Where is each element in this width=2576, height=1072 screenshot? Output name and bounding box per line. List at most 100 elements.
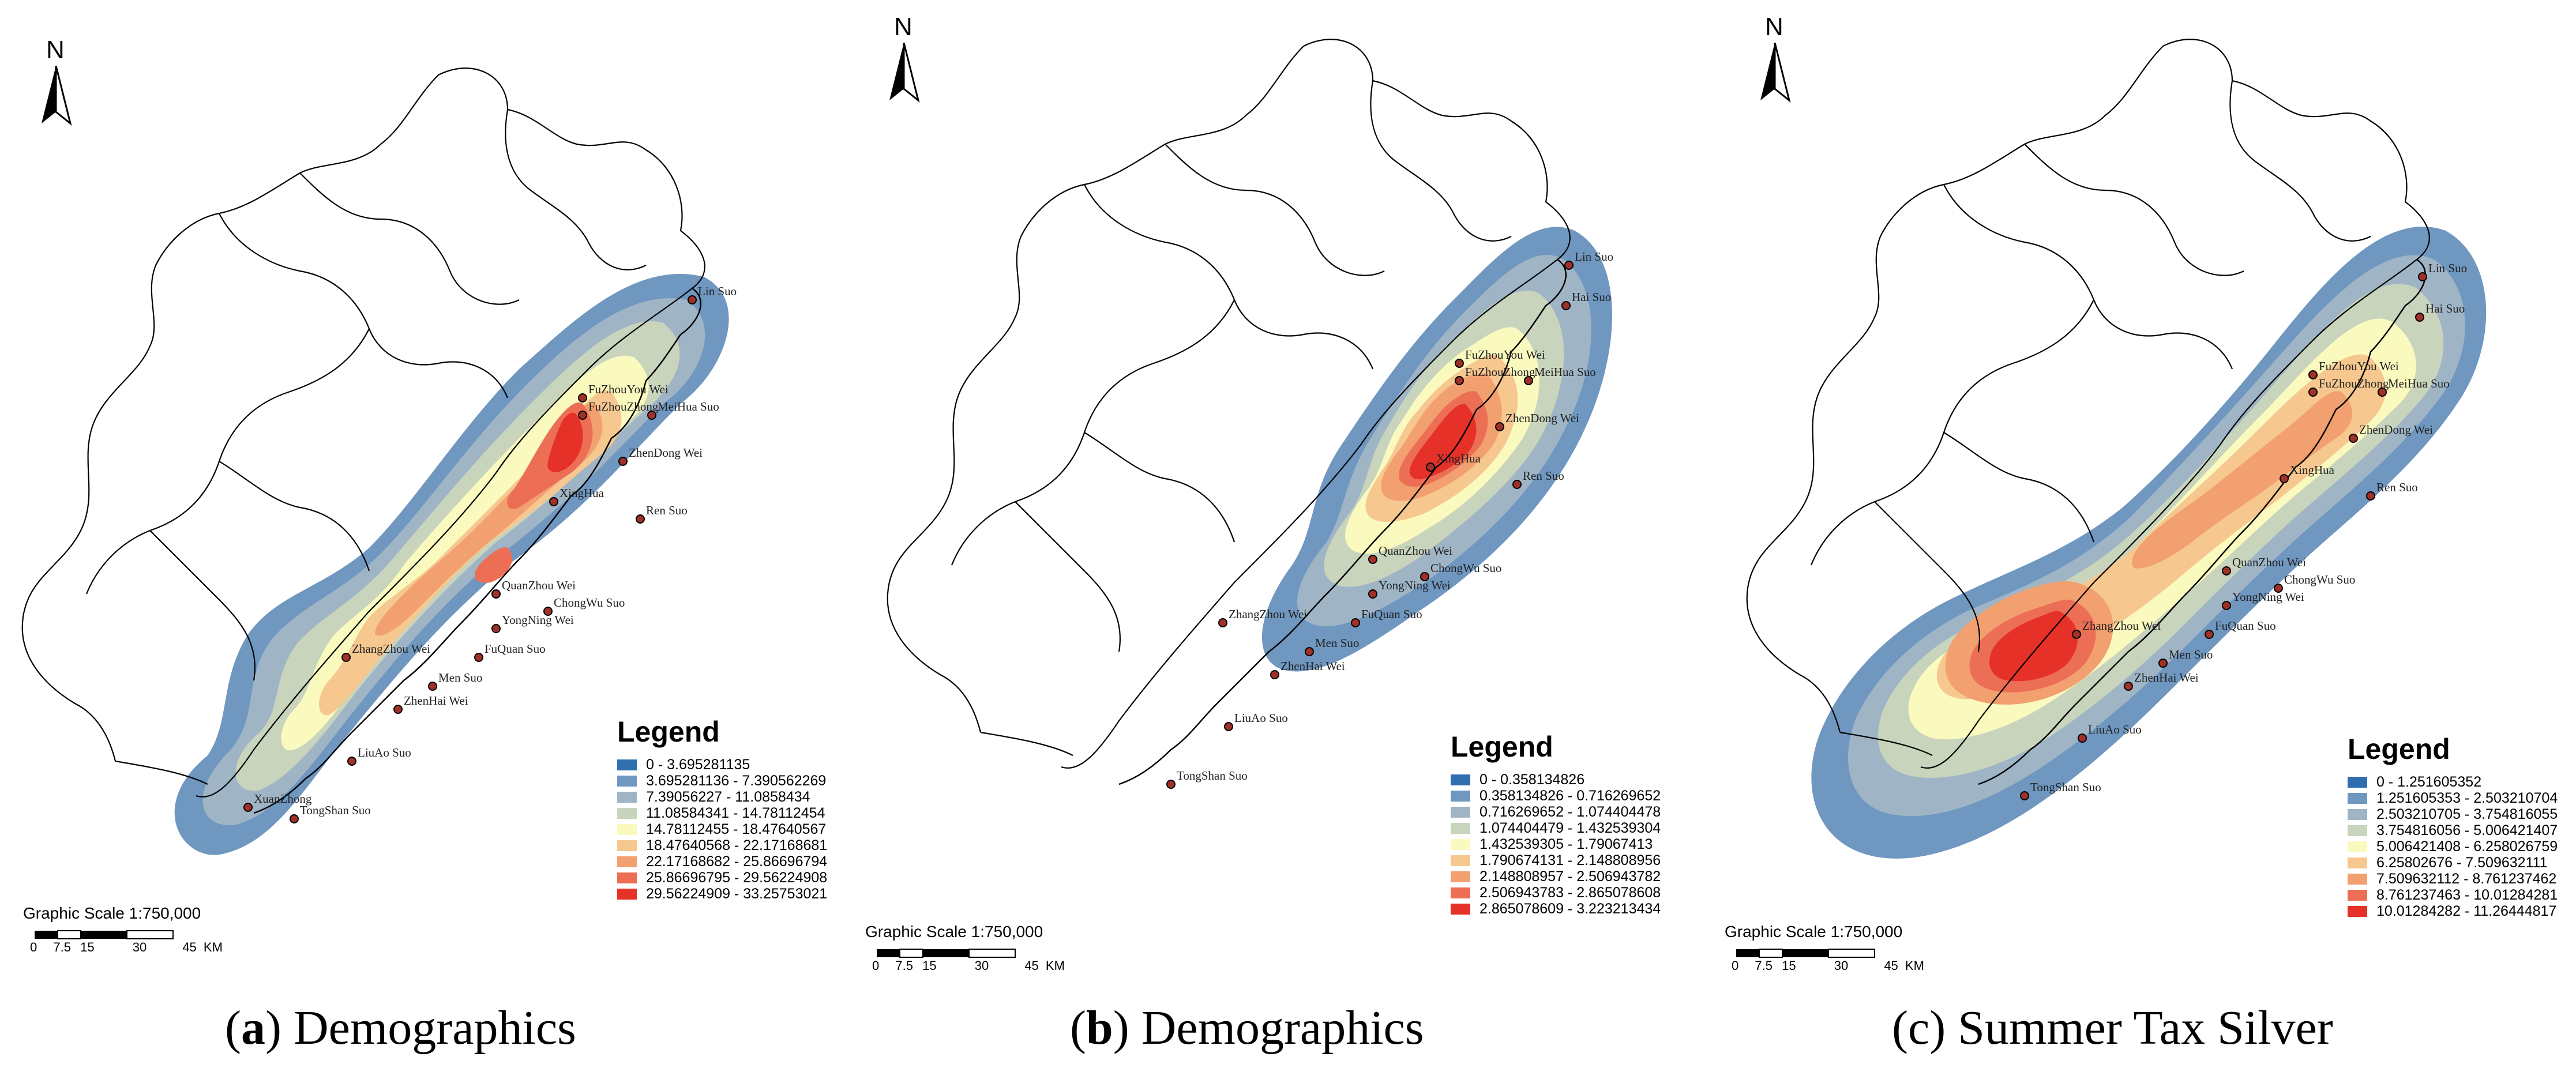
city-label: FuQuan Suo bbox=[485, 642, 546, 656]
city-label: FuZhouZhong bbox=[1465, 365, 1535, 379]
city-marker bbox=[491, 589, 501, 599]
city-label: ChongWu Suo bbox=[1430, 561, 1501, 575]
legend-label: 2.865078609 - 3.223213434 bbox=[1479, 900, 1661, 917]
city-marker bbox=[543, 607, 553, 616]
city-marker bbox=[578, 393, 587, 403]
city-label: FuZhouYou Wei bbox=[2319, 359, 2399, 373]
legend-item: 1.432539305 - 1.79067413 bbox=[1451, 836, 1661, 852]
city-label: XingHua bbox=[1436, 452, 1481, 465]
legend-swatch bbox=[1451, 822, 1470, 834]
caption-letter: b bbox=[1086, 1001, 1113, 1055]
legend-item: 25.86696795 - 29.56224908 bbox=[617, 870, 827, 886]
legend-label: 0 - 0.358134826 bbox=[1479, 771, 1585, 788]
legend-item: 0 - 0.358134826 bbox=[1451, 772, 1661, 788]
city-marker bbox=[2205, 630, 2214, 639]
city-marker bbox=[1218, 618, 1227, 627]
city-marker bbox=[688, 295, 697, 304]
legend-label: 6.25802676 - 7.509632111 bbox=[2376, 854, 2548, 871]
province-boundaries bbox=[1746, 39, 2430, 769]
legend-swatch bbox=[617, 856, 637, 867]
city-label: YongNing Wei bbox=[1379, 578, 1451, 592]
legend-label: 10.01284282 - 11.26444817 bbox=[2376, 902, 2557, 919]
city-marker bbox=[1224, 722, 1233, 731]
city-marker bbox=[1351, 618, 1360, 627]
caption-text: ) Demographics bbox=[265, 1001, 576, 1055]
scale-bar bbox=[877, 949, 1016, 958]
legend-swatch bbox=[2348, 841, 2367, 852]
legend-label: 0 - 3.695281135 bbox=[646, 756, 750, 773]
scale-tick: 15 bbox=[922, 958, 937, 973]
legend-rows: 0 - 0.358134826 0.358134826 - 0.716269652… bbox=[1451, 772, 1661, 917]
scale-ticks: 0 7.5 15 30 45 KM bbox=[872, 958, 1065, 973]
legend-item: 3.695281136 - 7.390562269 bbox=[617, 773, 827, 789]
caption-text: ) Summer Tax Silver bbox=[1929, 1001, 2333, 1055]
legend-swatch bbox=[1451, 903, 1470, 915]
scale-tick: 30 bbox=[1834, 958, 1849, 973]
city-marker bbox=[1426, 462, 1435, 472]
legend-item: 2.503210705 - 3.754816055 bbox=[2348, 806, 2558, 822]
map-panel-a: Lin Suo FuZhouYou Wei FuZhouZhong MeiHua Su… bbox=[0, 0, 854, 1072]
legend-item: 14.78112455 - 18.47640567 bbox=[617, 821, 827, 837]
city-label: FuZhouZhong bbox=[2319, 377, 2389, 390]
legend-label: 11.08584341 - 14.78112454 bbox=[646, 804, 825, 821]
legend-label: 3.754816056 - 5.006421407 bbox=[2376, 822, 2558, 838]
legend-item: 29.56224909 - 33.25753021 bbox=[617, 886, 827, 902]
legend-swatch bbox=[617, 759, 637, 770]
city-marker bbox=[290, 814, 299, 823]
legend-swatch bbox=[2348, 857, 2367, 868]
legend-swatch bbox=[617, 775, 637, 787]
legend-swatch bbox=[617, 807, 637, 819]
legend-item: 1.074404479 - 1.432539304 bbox=[1451, 820, 1661, 836]
legend-title: Legend bbox=[617, 716, 720, 748]
legend-swatch bbox=[2348, 905, 2367, 917]
scale-tick: 45 bbox=[1024, 958, 1039, 973]
coastline bbox=[1978, 258, 2427, 785]
city-label: FuZhouYou Wei bbox=[588, 382, 669, 396]
legend-label: 0.716269652 - 1.074404478 bbox=[1479, 803, 1661, 820]
city-marker bbox=[2222, 601, 2231, 610]
legend-label: 7.509632112 - 8.761237462 bbox=[2376, 870, 2557, 887]
legend-swatch bbox=[2348, 873, 2367, 885]
city-marker bbox=[2020, 791, 2029, 800]
city-label: XingHua bbox=[2290, 463, 2335, 477]
scale-unit: KM bbox=[203, 940, 223, 954]
city-label: LiuAo Suo bbox=[358, 746, 411, 759]
legend-label: 0 - 1.251605352 bbox=[2376, 773, 2482, 790]
city-marker bbox=[1524, 376, 1533, 385]
city-label: ZhenDong Wei bbox=[629, 446, 703, 460]
city-marker bbox=[2280, 474, 2289, 483]
north-arrow-icon bbox=[889, 43, 920, 103]
city-marker bbox=[1270, 670, 1279, 679]
legend-swatch bbox=[2348, 792, 2367, 804]
city-label: YongNing Wei bbox=[502, 613, 574, 627]
city-label: Ren Suo bbox=[2376, 480, 2418, 494]
legend-swatch bbox=[617, 840, 637, 851]
city-label: ChongWu Suo bbox=[554, 596, 625, 610]
legend-swatch bbox=[617, 823, 637, 835]
scale-unit: KM bbox=[1045, 958, 1065, 973]
map-panel-c: Lin Suo Hai Suo FuZhouYou Wei FuZhouZhong Me… bbox=[1719, 0, 2576, 1072]
city-label: ChongWu Suo bbox=[2284, 573, 2355, 586]
scale-tick: 15 bbox=[80, 940, 95, 954]
city-label: ZhenDong Wei bbox=[1505, 411, 1579, 425]
scale-ticks: 0 7.5 15 30 45 KM bbox=[1732, 958, 1924, 973]
scale-bar bbox=[1736, 949, 1875, 958]
legend-swatch bbox=[2348, 808, 2367, 820]
city-label: ZhenDong Wei bbox=[2359, 423, 2433, 437]
legend-rows: 0 - 3.695281135 3.695281136 - 7.390562269… bbox=[617, 757, 827, 902]
scale-tick: 15 bbox=[1782, 958, 1796, 973]
city-label: XuanZhong bbox=[254, 792, 312, 806]
density-surface bbox=[1261, 227, 1612, 672]
legend-swatch bbox=[617, 888, 637, 900]
scale-tick: 45 bbox=[1884, 958, 1898, 973]
city-label: FuZhouYou Wei bbox=[1465, 348, 1545, 362]
legend-label: 22.17168682 - 25.86696794 bbox=[646, 853, 828, 870]
legend-swatch bbox=[1451, 838, 1470, 850]
legend-item: 0 - 1.251605352 bbox=[2348, 774, 2558, 790]
caption-a: (a) Demographics bbox=[225, 1000, 576, 1056]
scale-label: Graphic Scale 1:750,000 bbox=[865, 923, 1043, 941]
